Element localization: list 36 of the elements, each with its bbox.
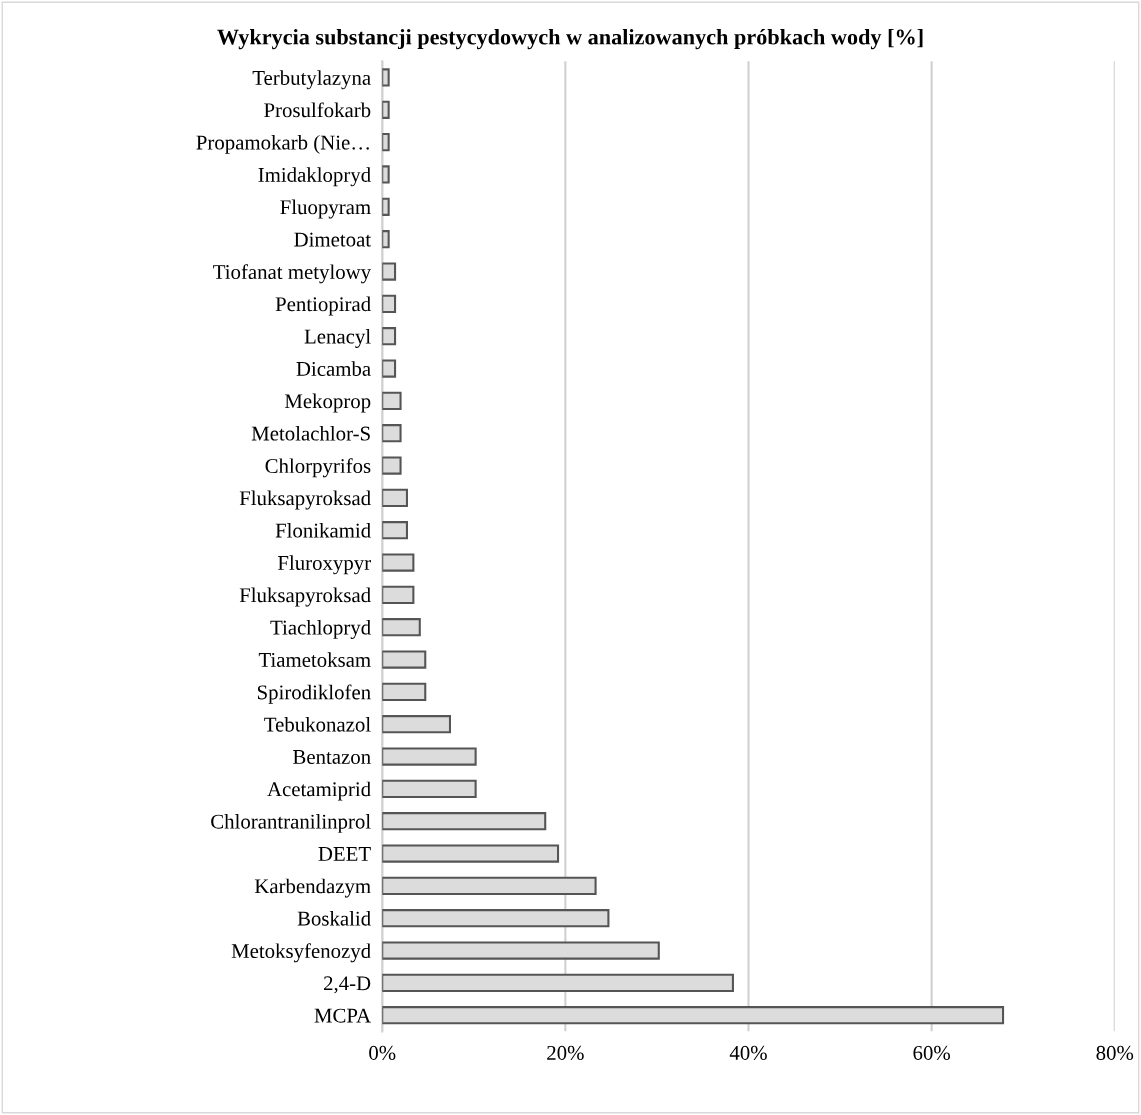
y-tick-label: Flonikamid: [275, 522, 371, 538]
y-tick-label: Prosulfokarb: [264, 102, 371, 118]
y-tick-label: Mekoprop: [284, 393, 371, 413]
y-tick-label: Lenacyl: [304, 328, 371, 348]
y-tick-label: Dicamba: [296, 361, 371, 376]
y-tick-label: Pentiopirad: [275, 296, 371, 316]
y-tick-label: Tiachlopryd: [270, 619, 371, 639]
x-tick-label: 0%: [369, 1045, 396, 1060]
y-tick-label: MCPA: [314, 1008, 371, 1023]
y-tick-label: 2,4-D: [324, 976, 371, 994]
y-tick-label: Chlorpyrifos: [265, 458, 371, 478]
y-tick-label: Tebukonazol: [264, 716, 371, 732]
chart-title: Wykrycia substancji pestycydowych w analizowanych próbkach wody [%]: [217, 28, 923, 50]
y-tick-label: Metoksyfenozyd: [231, 943, 371, 963]
y-tick-label: Imidaklopryd: [258, 167, 371, 187]
y-tick-label: Fluopyram: [280, 199, 371, 219]
y-tick-label: Boskalid: [297, 910, 371, 926]
y-tick-label: Fluroxypyr: [277, 555, 371, 575]
x-tick-label: 40%: [729, 1045, 767, 1060]
y-tick-label: Metolachlor-S: [251, 425, 370, 441]
x-tick-label: 20%: [547, 1045, 584, 1060]
y-tick-label: Acetamiprid: [267, 781, 371, 801]
y-tick-label: Fluksapyroksad: [239, 587, 371, 607]
x-tick-label: 60%: [913, 1045, 951, 1060]
y-tick-label: Karbendazym: [254, 878, 371, 898]
y-tick-label: Tiofanat metylowy: [213, 264, 372, 284]
y-tick-label: Dimetoat: [294, 232, 371, 247]
y-tick-label: Tiametoksam: [258, 652, 371, 667]
y-tick-label: Chlorantranilinprol: [211, 813, 371, 833]
y-tick-label: Bentazon: [293, 750, 371, 764]
y-tick-label: Spirodiklofen: [257, 684, 371, 704]
y-tick-label: Fluksapyroksad: [239, 490, 371, 510]
x-tick-label: 80%: [1096, 1045, 1134, 1060]
y-tick-label: Propamokarb (Nie…: [196, 134, 369, 154]
y-tick-label: Terbutylazyna: [252, 70, 371, 90]
y-tick-label: DEET: [318, 847, 371, 861]
